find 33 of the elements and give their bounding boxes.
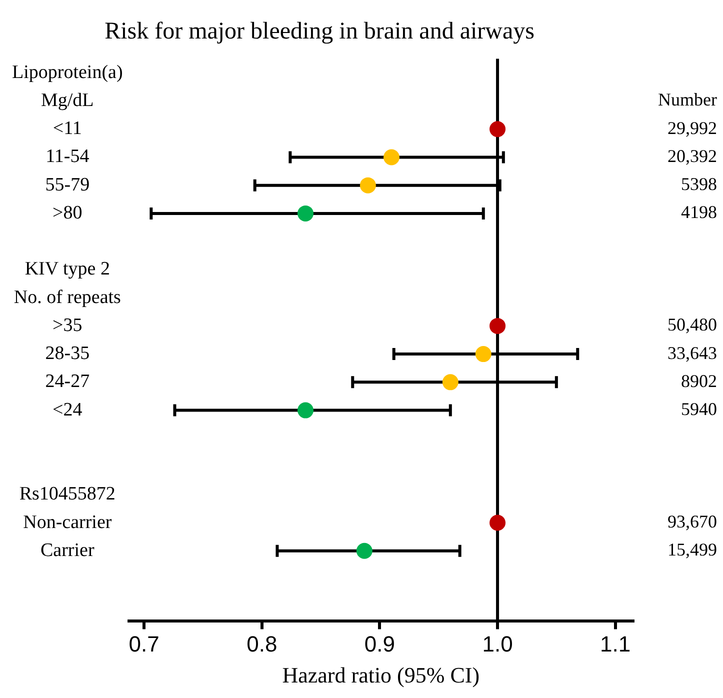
text: 20,392 (668, 146, 717, 166)
y-tick-label: Mg/dL (41, 90, 94, 111)
y-tick-label: <24 (52, 399, 83, 420)
text: 29,992 (668, 118, 717, 138)
text: 93,670 (668, 512, 717, 532)
text: 50,480 (668, 314, 717, 335)
y-tick-label: 28-35 (45, 343, 90, 364)
y-tick-label: >80 (52, 202, 82, 224)
text: 5940 (681, 399, 717, 420)
text: 33,643 (668, 342, 717, 363)
text: 15,499 (668, 540, 717, 560)
y-tick-label: KIV type 2 (24, 258, 110, 280)
x-tick-label: 0.9 (364, 631, 396, 656)
text: 8902 (681, 370, 717, 391)
chart-title: Risk for major bleeding in brain and airways (104, 18, 534, 45)
x-axis-title: Hazard ratio (95% CI) (282, 662, 480, 688)
y-tick-label: 11-54 (46, 146, 90, 168)
text: 5398 (681, 174, 717, 194)
y-tick-label: Rs10455872 (19, 484, 116, 505)
y-tick-label: <11 (52, 118, 82, 140)
y-tick-label: >35 (52, 314, 82, 336)
y-tick-label: Non-carrier (23, 512, 112, 533)
text: Number (658, 90, 718, 110)
x-tick-label: 0.8 (246, 631, 278, 656)
y-tick-label: 55-79 (45, 174, 90, 196)
y-tick-label: No. of repeats (14, 286, 121, 308)
x-tick-label: 1.0 (482, 631, 513, 656)
y-tick-label: 24-27 (45, 371, 90, 392)
y-tick-label: Lipoprotein(a) (12, 62, 123, 83)
x-tick-label: 0.7 (128, 631, 160, 656)
y-tick-label: Carrier (40, 540, 95, 561)
x-tick-label: 1.1 (600, 631, 631, 656)
text: 4198 (681, 202, 717, 222)
